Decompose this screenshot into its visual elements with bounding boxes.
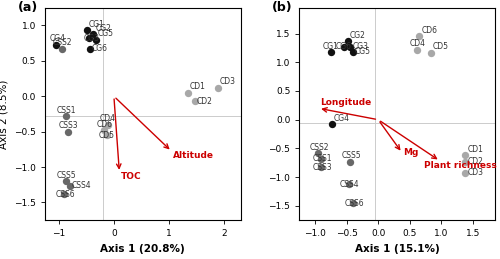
Point	[426, 51, 434, 55]
Text: CD6: CD6	[421, 26, 437, 35]
Point	[349, 50, 357, 54]
Text: CG3: CG3	[352, 42, 368, 51]
Text: Mg: Mg	[404, 148, 419, 157]
Text: CG6: CG6	[92, 44, 108, 53]
Point	[60, 192, 68, 196]
Text: CG5: CG5	[355, 47, 371, 56]
Point	[90, 32, 98, 36]
Text: Altitude: Altitude	[174, 150, 214, 160]
Point	[86, 47, 94, 51]
Text: CSS4: CSS4	[72, 181, 91, 190]
Text: CSS1: CSS1	[56, 106, 76, 115]
Text: CG2: CG2	[350, 31, 366, 40]
Text: CSS5: CSS5	[56, 171, 76, 180]
Text: CG1: CG1	[322, 42, 338, 51]
Point	[349, 201, 357, 205]
Text: CSS6: CSS6	[56, 190, 75, 199]
Point	[58, 47, 66, 51]
Y-axis label: Axis 2 (8.5%): Axis 2 (8.5%)	[0, 79, 8, 149]
Point	[328, 122, 336, 126]
Point	[327, 50, 335, 54]
Text: CD5: CD5	[432, 42, 448, 51]
Point	[414, 48, 422, 52]
Text: CSS2: CSS2	[52, 38, 72, 47]
Point	[66, 184, 74, 188]
Point	[100, 128, 108, 132]
Text: CG4: CG4	[334, 114, 350, 123]
Text: CSS6: CSS6	[344, 198, 364, 207]
Text: CD4: CD4	[100, 114, 116, 123]
Text: CG5: CG5	[98, 29, 114, 38]
Text: CD4: CD4	[410, 39, 426, 48]
Point	[52, 42, 60, 47]
Point	[318, 157, 326, 161]
Point	[184, 91, 192, 95]
Point	[318, 165, 326, 169]
Point	[416, 34, 424, 39]
Point	[462, 160, 469, 164]
Text: Longitude: Longitude	[320, 98, 372, 107]
Point	[102, 133, 110, 137]
Text: CG3: CG3	[84, 34, 100, 43]
Point	[85, 36, 93, 40]
X-axis label: Axis 1 (15.1%): Axis 1 (15.1%)	[355, 244, 440, 254]
Text: (b): (b)	[272, 1, 292, 15]
Point	[104, 123, 112, 127]
X-axis label: Axis 1 (20.8%): Axis 1 (20.8%)	[100, 244, 185, 254]
Text: CSS4: CSS4	[340, 179, 359, 189]
Text: CD1: CD1	[467, 145, 483, 154]
Text: CG6: CG6	[336, 42, 351, 51]
Point	[192, 99, 200, 103]
Point	[346, 45, 354, 49]
Text: CSS3: CSS3	[59, 121, 78, 130]
Text: CD2: CD2	[467, 157, 483, 166]
Text: CG2: CG2	[95, 24, 111, 33]
Text: CD3: CD3	[219, 77, 235, 86]
Text: CD5: CD5	[99, 131, 115, 140]
Point	[462, 153, 469, 157]
Text: CD1: CD1	[190, 82, 206, 91]
Text: CSS5: CSS5	[342, 152, 361, 161]
Point	[314, 151, 322, 155]
Point	[340, 45, 348, 49]
Point	[346, 160, 354, 164]
Text: Plant richness: Plant richness	[424, 161, 496, 170]
Text: CSS1: CSS1	[312, 154, 332, 163]
Text: CD6: CD6	[96, 120, 112, 129]
Text: CD2: CD2	[197, 97, 213, 106]
Point	[64, 130, 72, 134]
Point	[344, 182, 352, 186]
Text: CSS3: CSS3	[312, 163, 332, 172]
Point	[344, 39, 352, 43]
Point	[84, 28, 92, 32]
Point	[62, 179, 70, 183]
Text: CD3: CD3	[467, 168, 483, 177]
Text: CG1: CG1	[89, 20, 105, 29]
Text: CG4: CG4	[50, 34, 66, 43]
Point	[62, 114, 70, 118]
Point	[214, 86, 222, 90]
Text: TOC: TOC	[120, 172, 141, 182]
Text: (a): (a)	[18, 1, 38, 15]
Point	[462, 171, 469, 175]
Point	[92, 38, 100, 42]
Text: CSS2: CSS2	[310, 143, 329, 152]
